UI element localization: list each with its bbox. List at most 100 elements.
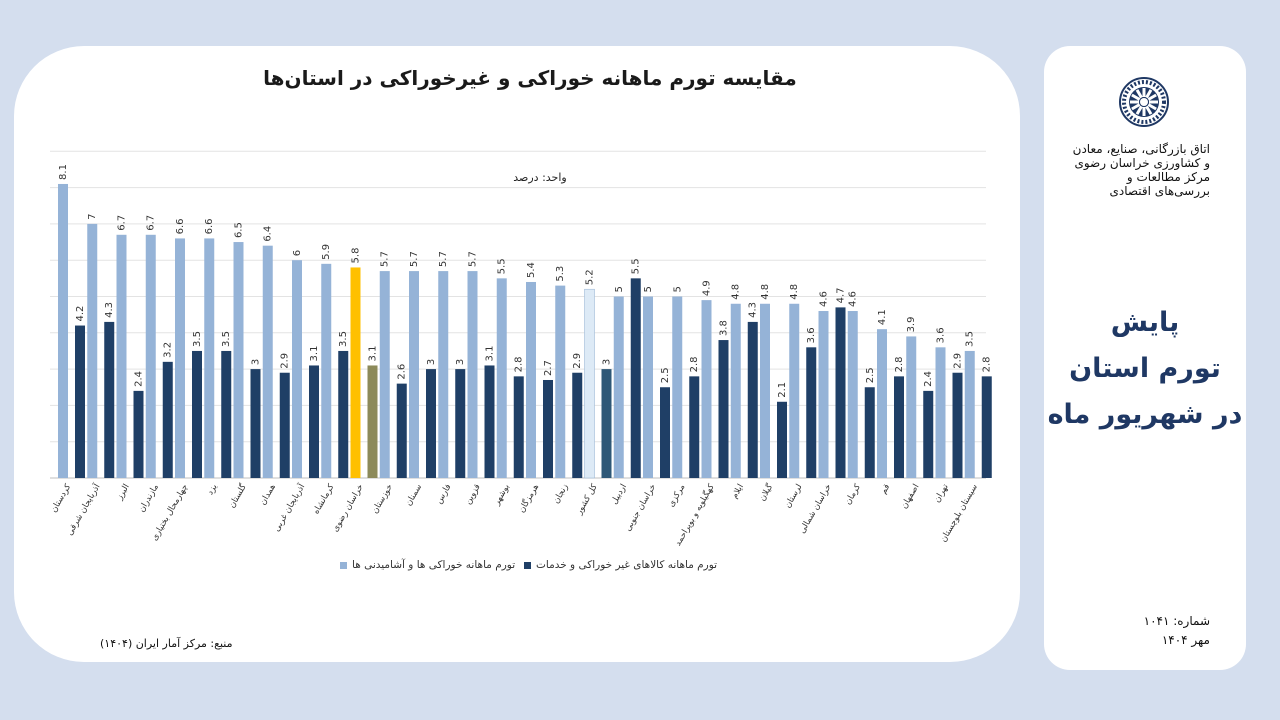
data-label: 5.4 bbox=[526, 262, 537, 278]
data-label: 2.9 bbox=[572, 353, 583, 369]
category-label: کرمان bbox=[843, 482, 863, 507]
data-label: 2.4 bbox=[134, 371, 145, 387]
data-label: 6.6 bbox=[175, 219, 186, 235]
bar bbox=[660, 387, 670, 478]
bar bbox=[250, 369, 261, 478]
bar bbox=[923, 390, 934, 478]
data-label: 5.9 bbox=[321, 244, 332, 260]
bar bbox=[426, 369, 436, 478]
data-label: 6.7 bbox=[146, 215, 157, 231]
report-title: پایش تورم استان در شهریور ماه bbox=[1044, 300, 1246, 438]
data-label: 5.7 bbox=[468, 251, 479, 267]
report-title-line-1: پایش bbox=[1110, 307, 1180, 338]
bar bbox=[133, 390, 144, 478]
data-label: 2.4 bbox=[923, 371, 934, 387]
bar bbox=[572, 372, 583, 478]
bar bbox=[730, 303, 741, 478]
bar bbox=[192, 350, 202, 478]
unit-label: واحد: درصد bbox=[513, 171, 566, 184]
category-label: سمنان bbox=[404, 483, 424, 508]
data-label: 5 bbox=[672, 286, 683, 292]
bar bbox=[379, 271, 390, 478]
category-label: خراسان شمالی bbox=[797, 483, 833, 536]
bar bbox=[526, 281, 536, 478]
data-label: 4.2 bbox=[75, 306, 86, 322]
data-label: 6.4 bbox=[263, 226, 274, 242]
issue-info: شماره: ۱۰۴۱ مهر ۱۴۰۴ bbox=[1080, 612, 1210, 650]
org-line-1: اتاق بازرگانی، صنایع، معادن bbox=[1072, 142, 1210, 156]
bar bbox=[643, 296, 653, 478]
org-line-2: و کشاورزی خراسان رضوی bbox=[1074, 156, 1210, 170]
data-label: 5.3 bbox=[555, 266, 566, 282]
category-label: گیلان bbox=[757, 481, 776, 503]
source-note: منبع: مرکز آمار ایران (۱۴۰۴) bbox=[100, 637, 233, 650]
data-label: 6.7 bbox=[117, 215, 128, 231]
data-label: 2.9 bbox=[953, 353, 964, 369]
data-label: 2.7 bbox=[543, 360, 554, 376]
data-label: 4.3 bbox=[104, 302, 115, 318]
category-label: یزد bbox=[205, 482, 219, 497]
data-label: 3 bbox=[455, 359, 466, 365]
bar bbox=[672, 296, 683, 478]
bar bbox=[689, 376, 700, 478]
bar bbox=[87, 223, 98, 478]
bar bbox=[952, 372, 963, 478]
data-label: 2.5 bbox=[865, 367, 876, 383]
bar bbox=[835, 307, 846, 478]
bar bbox=[877, 329, 887, 478]
data-label: 3.5 bbox=[965, 331, 976, 347]
data-label: 3.1 bbox=[368, 346, 379, 362]
bar bbox=[789, 303, 800, 478]
category-label: البرز bbox=[114, 483, 131, 503]
bar bbox=[496, 278, 507, 478]
category-label: ایلام bbox=[730, 483, 746, 501]
data-label: 3 bbox=[426, 359, 437, 365]
data-label: 8.1 bbox=[58, 164, 69, 180]
bar bbox=[806, 347, 817, 478]
legend-label: تورم ماهانه خوراکی ها و آشامیدنی ها bbox=[352, 558, 515, 571]
bar bbox=[513, 376, 524, 478]
bar bbox=[467, 271, 478, 478]
bar bbox=[221, 350, 232, 478]
data-label: 5.7 bbox=[380, 251, 391, 267]
data-label: 4.8 bbox=[731, 284, 742, 300]
data-label: 3.5 bbox=[192, 331, 203, 347]
data-label: 4.8 bbox=[760, 284, 771, 300]
bar bbox=[262, 245, 273, 478]
bar bbox=[367, 365, 378, 478]
bar bbox=[309, 365, 319, 478]
category-label: فارس bbox=[434, 483, 453, 506]
data-label: 3.5 bbox=[221, 331, 232, 347]
data-label: 4.8 bbox=[789, 284, 800, 300]
bar bbox=[543, 379, 553, 478]
category-label: کل کشور bbox=[574, 482, 600, 518]
category-label: بوشهر bbox=[492, 483, 512, 508]
category-label: کردستان bbox=[49, 482, 74, 515]
data-label: 6.6 bbox=[204, 219, 215, 235]
category-label: لرستان bbox=[783, 483, 805, 510]
data-label: 2.8 bbox=[689, 356, 700, 372]
data-label: 3.9 bbox=[906, 317, 917, 333]
organization-name: اتاق بازرگانی، صنایع، معادن و کشاورزی خر… bbox=[1050, 142, 1210, 198]
data-label: 3.1 bbox=[485, 346, 496, 362]
bar bbox=[555, 285, 566, 478]
bar bbox=[864, 387, 875, 478]
bar bbox=[279, 372, 290, 478]
bar bbox=[906, 336, 917, 478]
bar bbox=[292, 260, 302, 478]
data-label: 7 bbox=[87, 214, 98, 220]
bar bbox=[104, 321, 115, 478]
sidebar-panel bbox=[1044, 46, 1246, 670]
category-label: مرکزی bbox=[666, 483, 687, 509]
data-label: 5 bbox=[614, 286, 625, 292]
data-label: 5.5 bbox=[497, 258, 508, 274]
category-label: قزوین bbox=[463, 483, 483, 507]
category-label: اردبیل bbox=[610, 483, 629, 507]
bar bbox=[613, 296, 624, 478]
chamber-logo-icon bbox=[1119, 77, 1169, 127]
data-label: 5.7 bbox=[409, 251, 420, 267]
data-label: 6.5 bbox=[234, 222, 245, 238]
org-line-4: بررسی‌های اقتصادی bbox=[1109, 184, 1211, 198]
bar bbox=[455, 369, 466, 478]
bar bbox=[233, 242, 244, 478]
